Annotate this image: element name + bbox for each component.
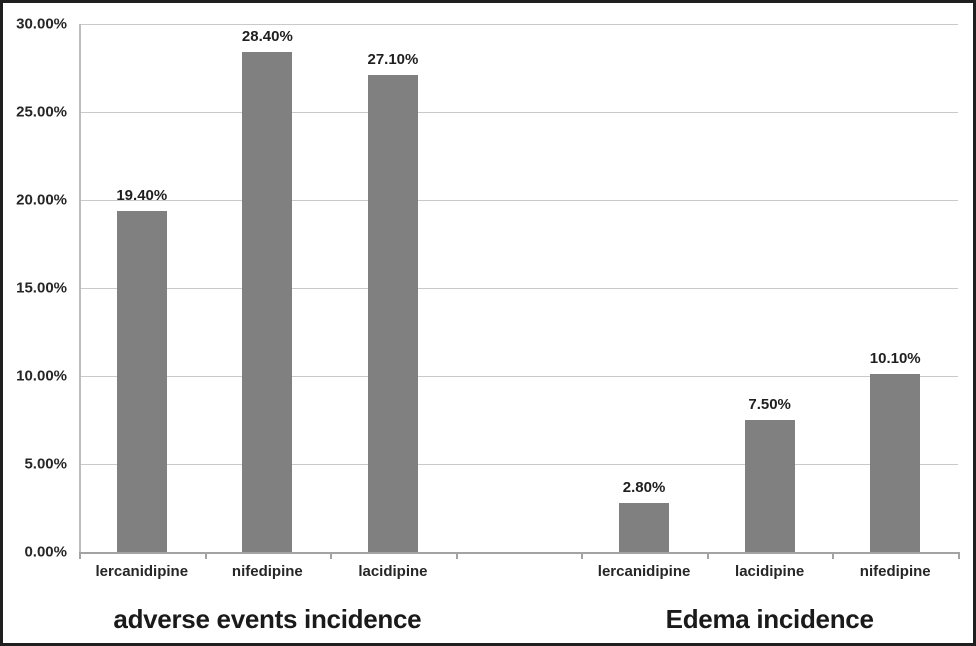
bar-adverse-nifedipine	[242, 52, 293, 552]
bar-adverse-lacidipine	[367, 75, 418, 552]
bar-value-label: 27.10%	[367, 51, 419, 69]
x-axis-tick	[706, 554, 709, 559]
group-title-edema: Edema incidence	[665, 604, 874, 634]
x-axis-line	[79, 552, 960, 554]
plot-area: 19.40% 28.40% 27.10% 2.80% 7.50% 10.10%	[79, 24, 958, 552]
category-label-nifedipine: nifedipine	[231, 563, 303, 580]
y-tick-label: 25.00%	[16, 103, 67, 121]
bar-value-label: 7.50%	[748, 396, 791, 413]
y-tick-label: 20.00%	[16, 191, 67, 209]
category-label-nifedipine: nifedipine	[859, 563, 931, 580]
x-axis-tick	[330, 554, 333, 559]
bar-value-label: 19.40%	[116, 186, 168, 204]
bar-edema-lacidipine	[744, 420, 795, 552]
gridline-5pct	[79, 464, 958, 465]
y-tick-label: 15.00%	[16, 279, 67, 297]
y-axis-tick-labels: 0.00% 5.00% 10.00% 15.00% 20.00% 25.00% 30.00%	[3, 16, 67, 561]
bar-edema-nifedipine	[870, 374, 921, 552]
y-tick-label: 5.00%	[24, 455, 67, 473]
bar-edema-lercanidipine	[619, 502, 670, 552]
y-tick-label: 10.00%	[16, 367, 67, 385]
x-axis-tick	[455, 554, 458, 559]
category-label-lacidipine: lacidipine	[358, 563, 428, 580]
x-axis-tick	[204, 554, 207, 559]
y-tick-label: 0.00%	[24, 543, 67, 561]
y-axis-line	[79, 24, 81, 554]
x-axis-tick	[79, 554, 81, 559]
gridline-10pct	[79, 376, 958, 377]
bar-value-label: 28.40%	[241, 28, 293, 46]
category-label-lercanidipine: lercanidipine	[597, 563, 691, 580]
bar-adverse-lercanidipine	[116, 210, 167, 552]
x-axis-tick	[832, 554, 835, 559]
bar-value-label: 10.10%	[869, 350, 921, 368]
category-label-lercanidipine: lercanidipine	[95, 563, 189, 580]
gridline-20pct	[79, 200, 958, 201]
gridline-30pct	[79, 24, 958, 25]
x-axis-tick	[958, 554, 960, 559]
gridline-15pct	[79, 288, 958, 289]
group-title-adverse-events: adverse events incidence	[113, 604, 422, 634]
y-tick-label: 30.00%	[16, 15, 67, 33]
gridline-25pct	[79, 112, 958, 113]
category-label-lacidipine: lacidipine	[735, 563, 805, 580]
bar-value-label: 2.80%	[622, 478, 666, 496]
x-axis-tick	[581, 554, 584, 559]
